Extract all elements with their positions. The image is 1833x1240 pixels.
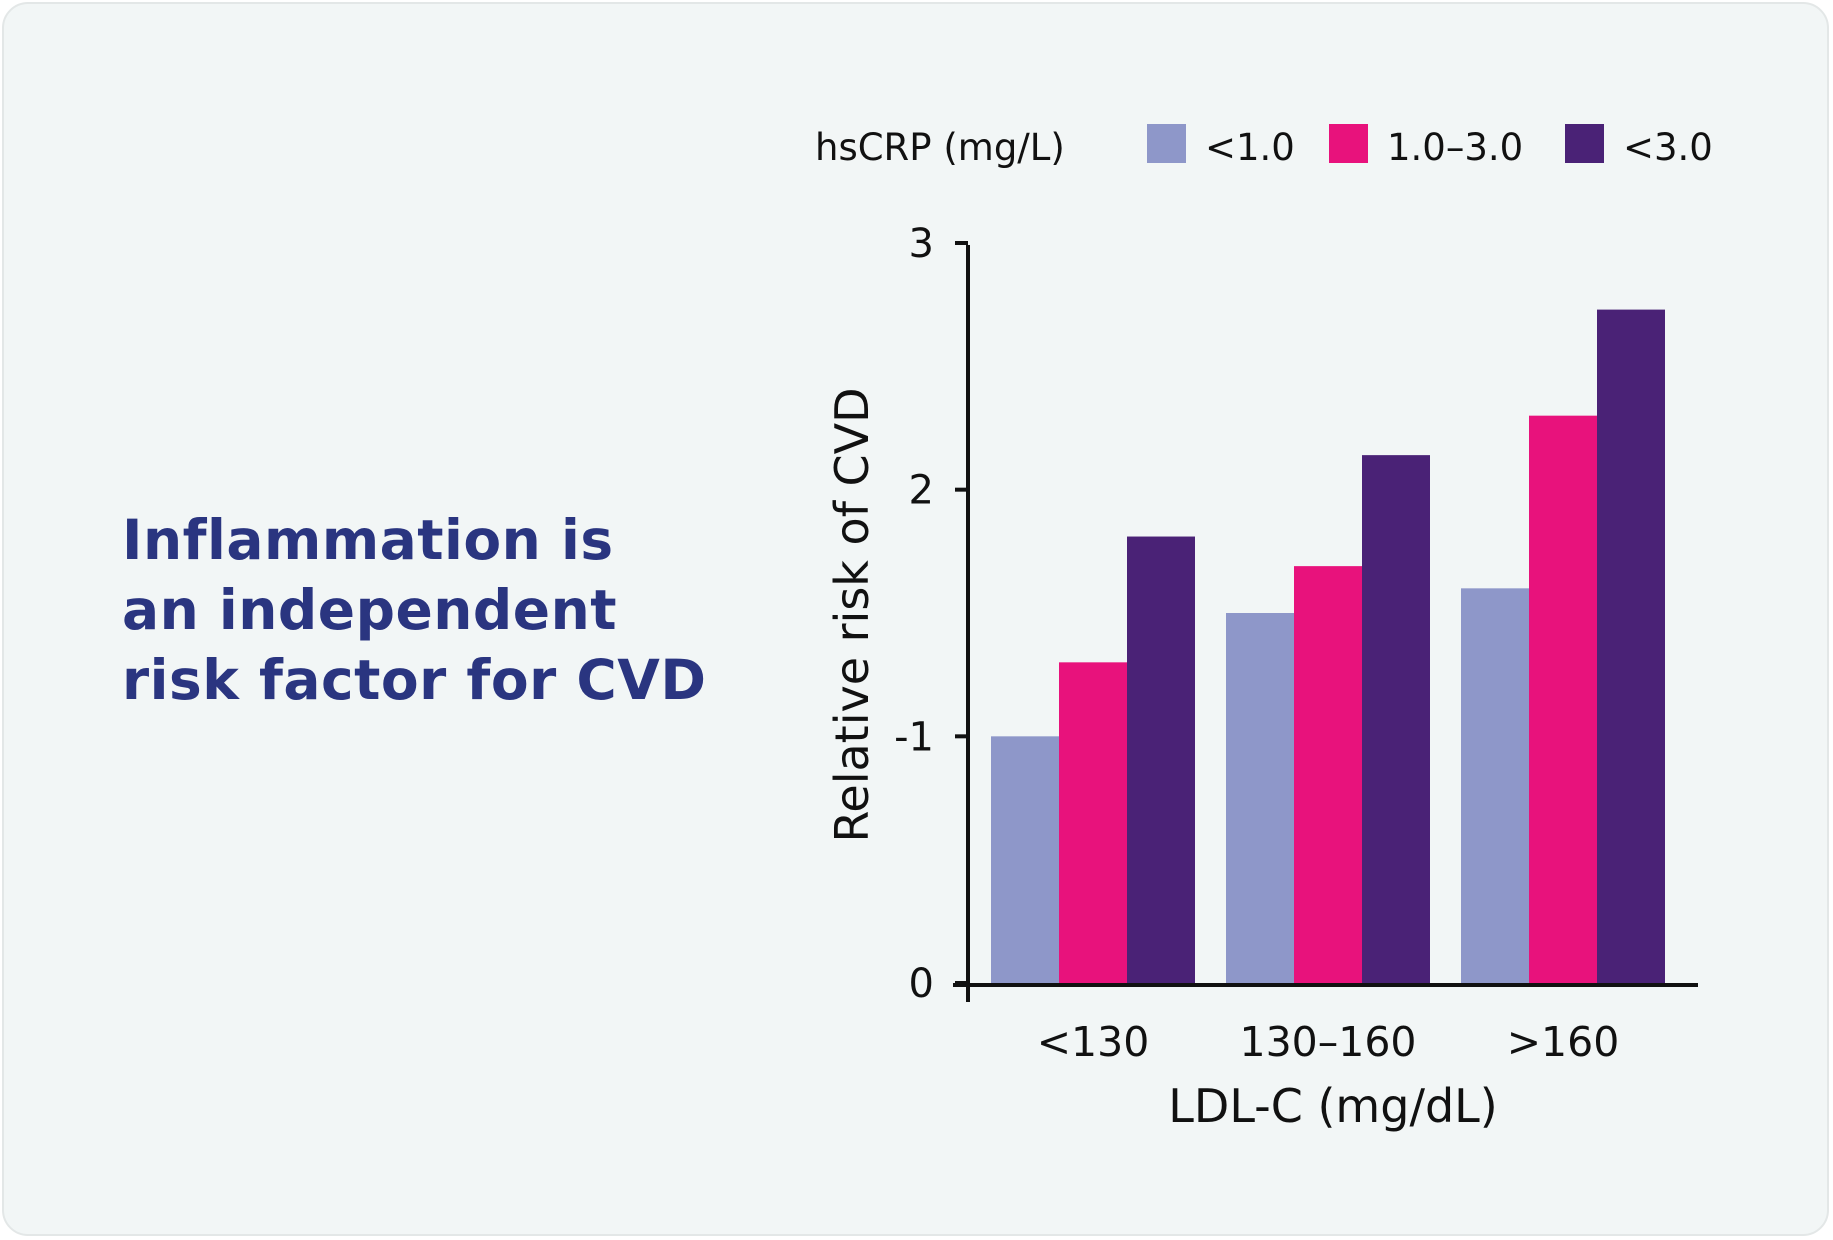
- x-category-label: >160: [1507, 1018, 1620, 1066]
- bars-group: [991, 309, 1665, 984]
- bar-130-160-series-1: [1226, 613, 1294, 983]
- y-tick-label: 2: [909, 468, 934, 514]
- legend-label-1: <1.0: [1205, 126, 1295, 169]
- bar-130-series-1: [991, 736, 1059, 983]
- legend-swatch-2: [1329, 124, 1368, 163]
- legend-title: hsCRP (mg/L): [815, 126, 1065, 169]
- bar-130-series-2: [1059, 662, 1127, 983]
- bar-160-series-2: [1529, 415, 1597, 984]
- headline-line-2: an independent: [122, 578, 618, 642]
- y-tick-label: 0: [909, 961, 934, 1007]
- legend-label-2: 1.0–3.0: [1387, 126, 1523, 169]
- headline: Inflammation is an independent risk fact…: [122, 505, 722, 715]
- headline-line-3: risk factor for CVD: [122, 648, 707, 712]
- bar-130-160-series-3: [1362, 455, 1430, 984]
- x-axis-title: LDL-C (mg/dL): [1168, 1079, 1497, 1133]
- legend-swatch-3: [1565, 124, 1604, 163]
- legend-label-3: <3.0: [1623, 126, 1713, 169]
- y-tick-label: -1: [894, 714, 934, 760]
- x-category-label: <130: [1037, 1018, 1150, 1066]
- bar-130-series-3: [1127, 536, 1195, 983]
- bar-160-series-3: [1597, 309, 1665, 984]
- y-ticks-group: 0 -1 2 3: [894, 221, 968, 1007]
- x-categories-group: <130 130–160 >160: [1037, 1018, 1620, 1066]
- legend: hsCRP (mg/L) <1.0 1.0–3.0 <3.0: [815, 124, 1713, 169]
- y-tick-label: 3: [909, 221, 934, 267]
- legend-swatch-1: [1147, 124, 1186, 163]
- bar-160-series-1: [1461, 588, 1529, 983]
- axes-group: [953, 245, 1698, 1002]
- x-category-label: 130–160: [1239, 1018, 1416, 1066]
- headline-line-1: Inflammation is: [122, 508, 614, 572]
- bar-130-160-series-2: [1294, 566, 1362, 983]
- y-axis-title: Relative risk of CVD: [825, 387, 879, 842]
